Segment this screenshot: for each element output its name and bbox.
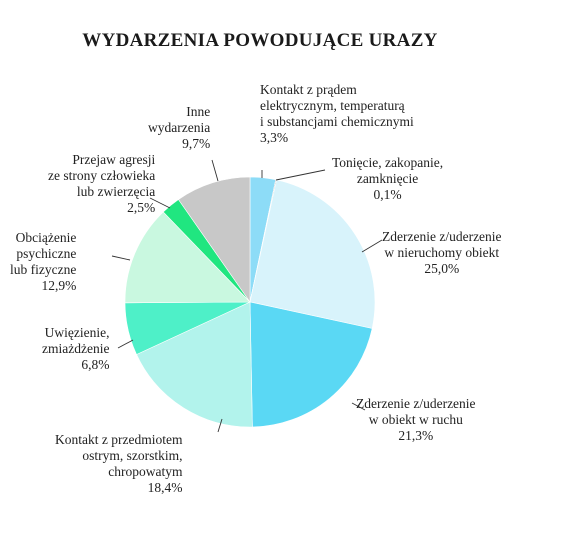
slice-label-2: Zderzenie z/uderzenie w nieruchomy obiekt…: [382, 229, 502, 277]
slice-label-5-line-0: Uwięzienie,: [44, 325, 110, 340]
slice-value-0: 3,3%: [260, 130, 289, 145]
slice-label-3-line-1: w obiekt w ruchu: [368, 412, 463, 427]
slice-label-1: Tonięcie, zakopanie, zamknięcie 0,1%: [332, 155, 443, 203]
slice-label-8-line-1: wydarzenia: [148, 120, 211, 135]
slice-label-2-line-0: Zderzenie z/uderzenie: [382, 229, 502, 244]
slice-label-1-line-0: Tonięcie, zakopanie,: [332, 155, 444, 170]
slice-label-0-line-0: Kontakt z prądem: [260, 82, 357, 97]
slice-label-6-line-2: lub fizyczne: [10, 262, 77, 277]
slice-value-1: 0,1%: [373, 187, 402, 202]
slice-value-3: 21,3%: [398, 428, 434, 443]
slice-value-6: 12,9%: [41, 278, 77, 293]
slice-label-4: Kontakt z przedmiotem ostrym, szorstkim, c…: [55, 432, 182, 496]
slice-label-7-line-0: Przejaw agresji: [72, 152, 156, 167]
slice-label-4-line-0: Kontakt z przedmiotem: [55, 432, 183, 447]
leader-line-8: [211, 159, 219, 182]
leader-line-2: [361, 239, 383, 253]
leader-line-1: [275, 169, 326, 181]
slice-label-7-line-2: lub zwierzęcia: [76, 184, 156, 199]
pie-slice-8: [178, 176, 251, 303]
leader-line-7: [149, 197, 171, 209]
slice-label-8-line-0: Inne: [186, 104, 211, 119]
leader-line-5: [117, 339, 134, 349]
slice-label-8: Inne wydarzenia 9,7%: [148, 104, 210, 152]
slice-value-5: 6,8%: [81, 357, 110, 372]
slice-label-5-line-1: zmiażdżenie: [42, 341, 110, 356]
slice-value-7: 2,5%: [127, 200, 156, 215]
slice-label-0: Kontakt z prądem elektrycznym, temperatur…: [260, 82, 414, 146]
slice-value-8: 9,7%: [182, 136, 211, 151]
slice-label-1-line-1: zamknięcie: [356, 171, 419, 186]
leader-line-4: [217, 418, 223, 433]
slice-label-6: Obciążenie psychiczne lub fizyczne 12,9%: [10, 230, 76, 294]
leader-line-6: [111, 255, 131, 261]
slice-label-3: Zderzenie z/uderzenie w obiekt w ruchu 21,…: [356, 396, 476, 444]
slice-label-6-line-0: Obciążenie: [15, 230, 77, 245]
slice-label-0-line-2: i substancjami chemicznymi: [260, 114, 414, 129]
slice-label-4-line-1: ostrym, szorstkim,: [82, 448, 183, 463]
slice-label-2-line-1: w nieruchomy obiekt: [384, 245, 500, 260]
slice-value-4: 18,4%: [147, 480, 183, 495]
chart-title: WYDARZENIA POWODUJĄCE URAZY: [82, 30, 438, 51]
pie-slice-2: [249, 179, 376, 329]
pie-slice-6: [124, 211, 251, 304]
slice-label-7: Przejaw agresji ze strony człowieka lub zw…: [48, 152, 155, 216]
slice-value-2: 25,0%: [424, 261, 460, 276]
pie-slice-3: [249, 301, 373, 428]
slice-label-5: Uwięzienie, zmiażdżenie 6,8%: [42, 325, 109, 373]
slice-label-4-line-2: chropowatym: [108, 464, 183, 479]
slice-label-0-line-1: elektrycznym, temperaturą: [260, 98, 405, 113]
leader-line-3: [351, 402, 366, 411]
slice-label-3-line-0: Zderzenie z/uderzenie: [356, 396, 476, 411]
pie-slice-4: [136, 301, 253, 428]
slice-label-7-line-1: ze strony człowieka: [48, 168, 156, 183]
slice-label-6-line-1: psychiczne: [16, 246, 77, 261]
